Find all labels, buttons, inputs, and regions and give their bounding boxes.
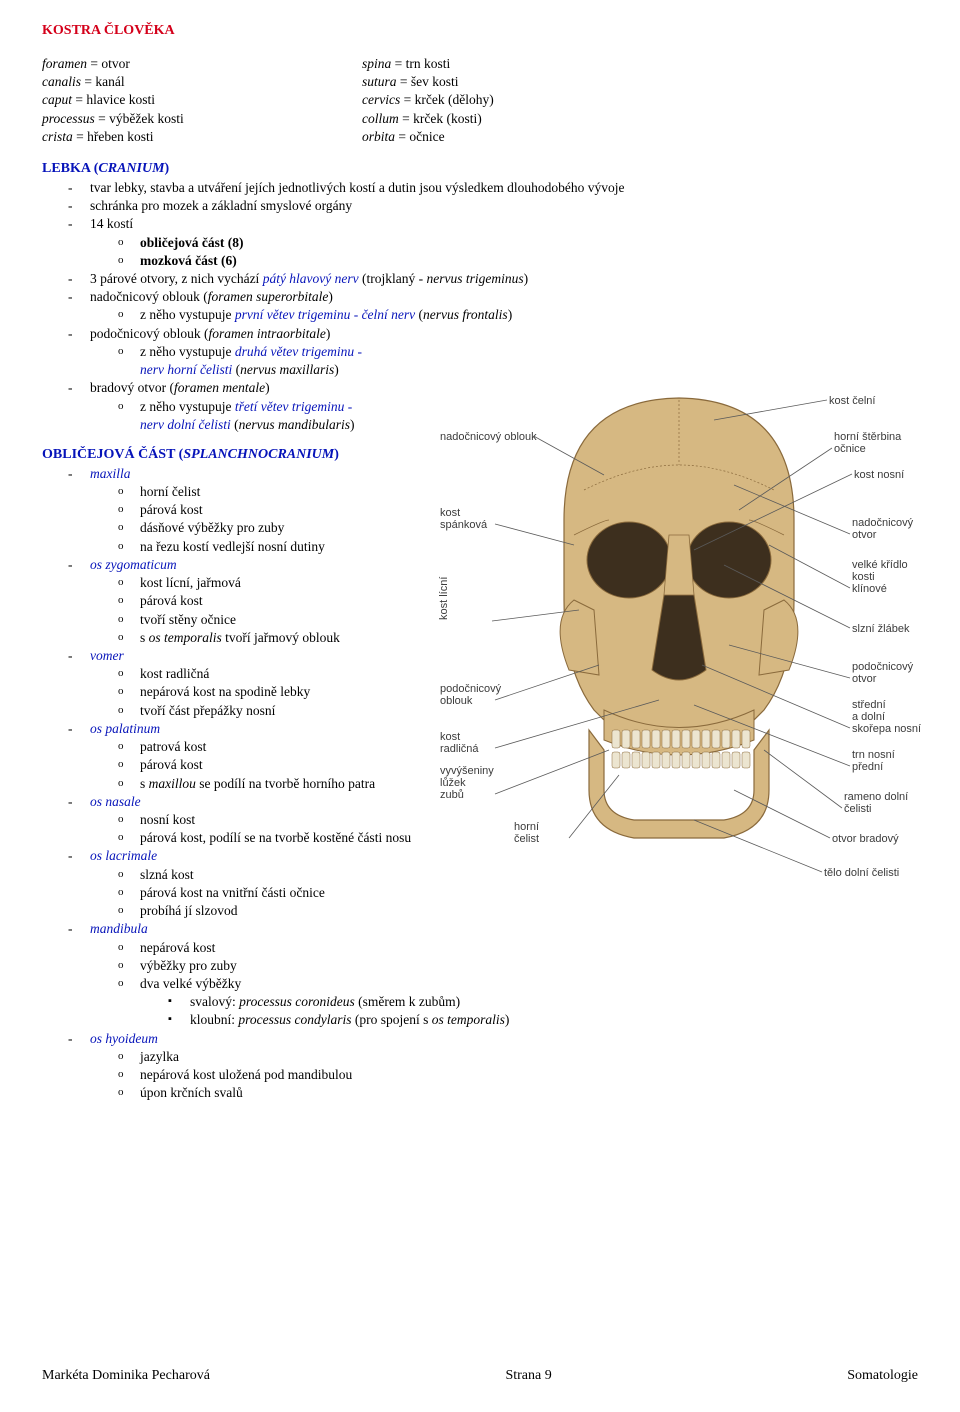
footer-author: Markéta Dominika Pecharová (42, 1367, 210, 1386)
oblic-subitem: párová kost (118, 501, 478, 519)
svg-text:kost lícní: kost lícní (438, 577, 450, 620)
svg-text:a dolní: a dolní (852, 711, 885, 723)
oblic-subitem: kost lícní, jařmová (118, 574, 478, 592)
svg-text:horní: horní (514, 821, 539, 833)
oblic-subitem: výběžky pro zuby (118, 957, 918, 975)
oblic-subitem: nepárová kost na spodině lebky (118, 683, 478, 701)
oblic-subitem: na řezu kostí vedlejší nosní dutiny (118, 538, 478, 556)
oblic-item: maxillahorní čelistpárová kostdásňové vý… (68, 465, 478, 556)
oblic-subitem: jazylka (118, 1048, 918, 1066)
skull-diagram: nadočnicový obloukkostspánkovákost lícní… (434, 370, 924, 890)
svg-text:kost: kost (440, 507, 460, 519)
section-lebka-title: LEBKA (CRANIUM) (42, 160, 918, 179)
svg-text:čelisti: čelisti (844, 803, 872, 815)
lebka-subitem: z něho vystupuje druhá větev trigeminu -… (118, 343, 478, 379)
svg-text:kost nosní: kost nosní (854, 469, 904, 481)
term-row: orbita = očnice (362, 128, 682, 146)
lebka-item: tvar lebky, stavba a utváření jejích jed… (68, 179, 918, 197)
oblic-item: os hyoideumjazylkanepárová kost uložená … (68, 1030, 918, 1103)
terms-left-col: foramen = otvorcanalis = kanálcaput = hl… (42, 55, 362, 146)
term-row: processus = výběžek kosti (42, 110, 362, 128)
oblic-subitem: horní čelist (118, 483, 478, 501)
lebka-subitem: mozková část (6) (118, 252, 918, 270)
svg-text:klínové: klínové (852, 583, 887, 595)
svg-text:podočnicový: podočnicový (440, 683, 502, 695)
svg-text:horní štěrbina: horní štěrbina (834, 431, 902, 443)
svg-text:trn nosní: trn nosní (852, 749, 895, 761)
oblic-subitem: nepárová kost (118, 939, 918, 957)
svg-text:rameno dolní: rameno dolní (844, 791, 908, 803)
term-row: crista = hřeben kosti (42, 128, 362, 146)
lebka-item: bradový otvor (foramen mentale) z něho v… (68, 379, 478, 434)
svg-text:spánková: spánková (440, 519, 488, 531)
svg-text:očnice: očnice (834, 443, 866, 455)
svg-text:zubů: zubů (440, 789, 464, 801)
oblic-deepitem: svalový: processus coronideus (směrem k … (168, 993, 918, 1011)
svg-text:kost: kost (440, 731, 460, 743)
oblic-item: vomerkost radličnánepárová kost na spodi… (68, 647, 478, 720)
oblic-subitem: úpon krčních svalů (118, 1084, 918, 1102)
oblic-subitem: tvoří stěny očnice (118, 611, 478, 629)
svg-text:kosti: kosti (852, 571, 875, 583)
svg-text:přední: přední (852, 761, 883, 773)
oblic-deepitem: kloubní: processus condylaris (pro spoje… (168, 1011, 918, 1029)
svg-text:podočnicový: podočnicový (852, 661, 914, 673)
svg-text:vyvýšeniny: vyvýšeniny (440, 765, 494, 777)
svg-text:otvor: otvor (852, 529, 877, 541)
svg-text:čelist: čelist (514, 833, 539, 845)
lebka-subitem: obličejová část (8) (118, 234, 918, 252)
oblic-subitem: párová kost (118, 592, 478, 610)
oblic-item: os zygomaticumkost lícní, jařmovápárová … (68, 556, 478, 647)
term-row: collum = krček (kosti) (362, 110, 682, 128)
lebka-item: 14 kostí obličejová část (8) mozková čás… (68, 215, 918, 270)
svg-text:tělo dolní čelisti: tělo dolní čelisti (824, 867, 899, 879)
oblic-subitem: dásňové výběžky pro zuby (118, 519, 478, 537)
lebka-item: podočnicový oblouk (foramen intraorbital… (68, 325, 478, 380)
term-row: canalis = kanál (42, 73, 362, 91)
footer-subject: Somatologie (847, 1367, 918, 1386)
svg-text:slzní žlábek: slzní žlábek (852, 623, 910, 635)
oblic-subitem: s os temporalis tvoří jařmový oblouk (118, 629, 478, 647)
lebka-item: schránka pro mozek a základní smyslové o… (68, 197, 918, 215)
oblic-subitem: patrová kost (118, 738, 478, 756)
lebka-item: nadočnicový oblouk (foramen superorbital… (68, 288, 918, 324)
oblic-item: mandibulanepárová kostvýběžky pro zubydv… (68, 920, 918, 1029)
svg-text:oblouk: oblouk (440, 695, 473, 707)
svg-text:otvor: otvor (852, 673, 877, 685)
lebka-subitem: z něho vystupuje třetí větev trigeminu -… (118, 398, 478, 434)
lebka-item: 3 párové otvory, z nich vychází pátý hla… (68, 270, 918, 288)
oblic-subitem: tvoří část přepážky nosní (118, 702, 478, 720)
svg-text:střední: střední (852, 699, 886, 711)
svg-text:nadočnicový oblouk: nadočnicový oblouk (440, 431, 537, 443)
term-row: spina = trn kosti (362, 55, 682, 73)
term-row: sutura = šev kosti (362, 73, 682, 91)
svg-text:velké křídlo: velké křídlo (852, 559, 908, 571)
svg-text:otvor bradový: otvor bradový (832, 833, 899, 845)
oblic-subitem: dva velké výběžkysvalový: processus coro… (118, 975, 918, 1030)
svg-text:skořepa nosní: skořepa nosní (852, 723, 921, 735)
page-title: KOSTRA ČLOVĚKA (42, 22, 918, 41)
lebka-subitem: z něho vystupuje první větev trigeminu -… (118, 306, 918, 324)
term-row: foramen = otvor (42, 55, 362, 73)
oblic-item: os palatinumpatrová kostpárová kosts max… (68, 720, 478, 793)
term-row: caput = hlavice kosti (42, 91, 362, 109)
footer-page: Strana 9 (505, 1367, 551, 1386)
svg-text:kost čelní: kost čelní (829, 395, 875, 407)
terms-glossary: foramen = otvorcanalis = kanálcaput = hl… (42, 55, 918, 146)
oblic-subitem: nepárová kost uložená pod mandibulou (118, 1066, 918, 1084)
oblic-subitem: párová kost (118, 756, 478, 774)
oblic-subitem: kost radličná (118, 665, 478, 683)
svg-text:nadočnicový: nadočnicový (852, 517, 914, 529)
svg-text:radličná: radličná (440, 743, 479, 755)
page-footer: Markéta Dominika Pecharová Strana 9 Soma… (42, 1367, 918, 1386)
svg-text:lůžek: lůžek (440, 777, 466, 789)
oblic-subitem: s maxillou se podílí na tvorbě horního p… (118, 775, 478, 793)
oblic-subitem: probíhá jí slzovod (118, 902, 918, 920)
term-row: cervics = krček (dělohy) (362, 91, 682, 109)
terms-right-col: spina = trn kostisutura = šev kosticervi… (362, 55, 682, 146)
